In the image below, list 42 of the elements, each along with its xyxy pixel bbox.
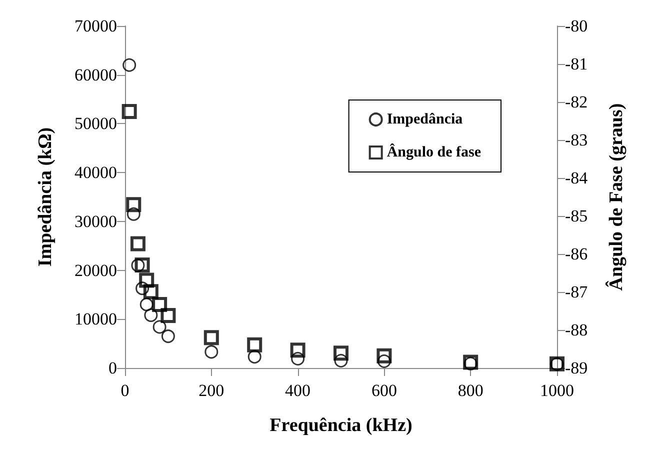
point	[152, 297, 168, 312]
point	[126, 197, 142, 212]
y-tick-label: 60000	[74, 65, 117, 84]
point	[122, 104, 137, 119]
point	[376, 348, 392, 364]
x-tick-label: 600	[371, 381, 397, 400]
y2-tick-label: -86	[565, 244, 588, 264]
y2-axis-title: Ângulo de Fase (graus)	[605, 103, 627, 291]
y-tick-label: 0	[108, 358, 117, 378]
y-tick-label: 40000	[74, 163, 117, 182]
y-tick-label: 70000	[74, 16, 117, 36]
point	[134, 258, 150, 273]
y-tick-label: 10000	[74, 310, 117, 329]
point	[204, 330, 219, 346]
point	[247, 337, 262, 352]
y2-tick-label: -87	[565, 282, 588, 302]
point	[143, 284, 158, 300]
y2-tick-label: -80	[565, 16, 588, 36]
y2-tick-label: -84	[565, 168, 588, 188]
y-tick-label: 20000	[74, 260, 117, 280]
y-axis-title: Impedância (kΩ)	[35, 127, 56, 267]
y2-tick-label: -89	[565, 358, 588, 378]
point	[334, 346, 348, 361]
point	[139, 272, 154, 288]
x-tick-label: 1000	[540, 381, 574, 400]
y2-tick-label: -81	[565, 54, 588, 74]
y2-tick-label: -85	[565, 206, 588, 226]
point	[290, 342, 306, 358]
legend-label: Impedância	[386, 112, 464, 128]
x-axis-title: Frequência (kHz)	[270, 415, 412, 436]
point	[160, 308, 176, 324]
point	[130, 236, 146, 252]
x-tick-label: 200	[198, 381, 224, 400]
x-tick-label: 0	[120, 381, 130, 400]
x-tick-label: 400	[285, 381, 311, 400]
legend-label: Ângulo de fase	[386, 142, 482, 160]
y-tick-label: 30000	[74, 212, 117, 231]
y2-tick-label: -83	[565, 130, 588, 150]
y2-tick-label: -82	[565, 92, 588, 112]
y-tick-label: 50000	[74, 114, 117, 134]
x-tick-label: 800	[458, 381, 484, 400]
y2-tick-label: -88	[565, 320, 588, 340]
